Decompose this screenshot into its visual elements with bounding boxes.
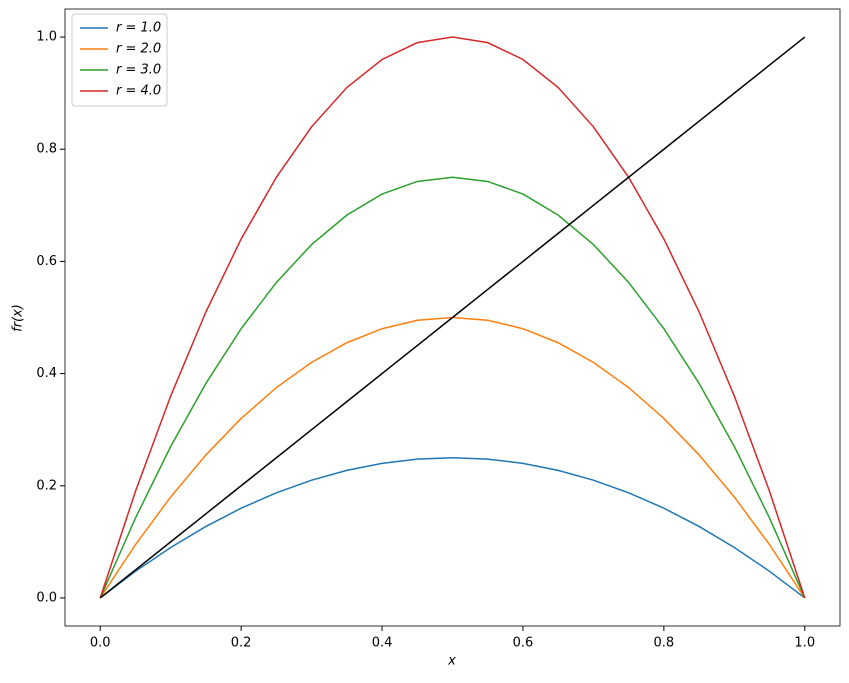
legend-label: r = 3.0	[116, 63, 161, 78]
x-tick-label: 0.0	[90, 636, 111, 651]
x-tick-label: 0.8	[654, 636, 675, 651]
legend-label: r = 4.0	[116, 84, 161, 99]
x-tick-label: 0.4	[372, 636, 393, 651]
line	[99, 36, 806, 599]
legend-box	[71, 13, 168, 107]
y-tick-label: 0.2	[36, 478, 57, 493]
legend-label: r = 1.0	[116, 21, 161, 36]
y-tick-label: 0.8	[36, 142, 57, 157]
y-tick-label: 1.0	[36, 30, 57, 45]
x-tick-label: 0.2	[231, 636, 252, 651]
y-tick-label: 0.4	[36, 366, 57, 381]
plot-frame	[64, 8, 841, 627]
line	[99, 176, 806, 599]
x-axis-label: x	[447, 654, 456, 669]
line	[99, 456, 806, 599]
x-tick-label: 0.6	[513, 636, 534, 651]
line	[99, 36, 806, 599]
legend-label: r = 2.0	[116, 42, 161, 57]
y-axis-label: fr(x)	[11, 304, 26, 332]
x-tick-label: 1.0	[794, 636, 815, 651]
y-tick-label: 0.0	[36, 590, 57, 605]
y-tick-label: 0.6	[36, 254, 57, 269]
